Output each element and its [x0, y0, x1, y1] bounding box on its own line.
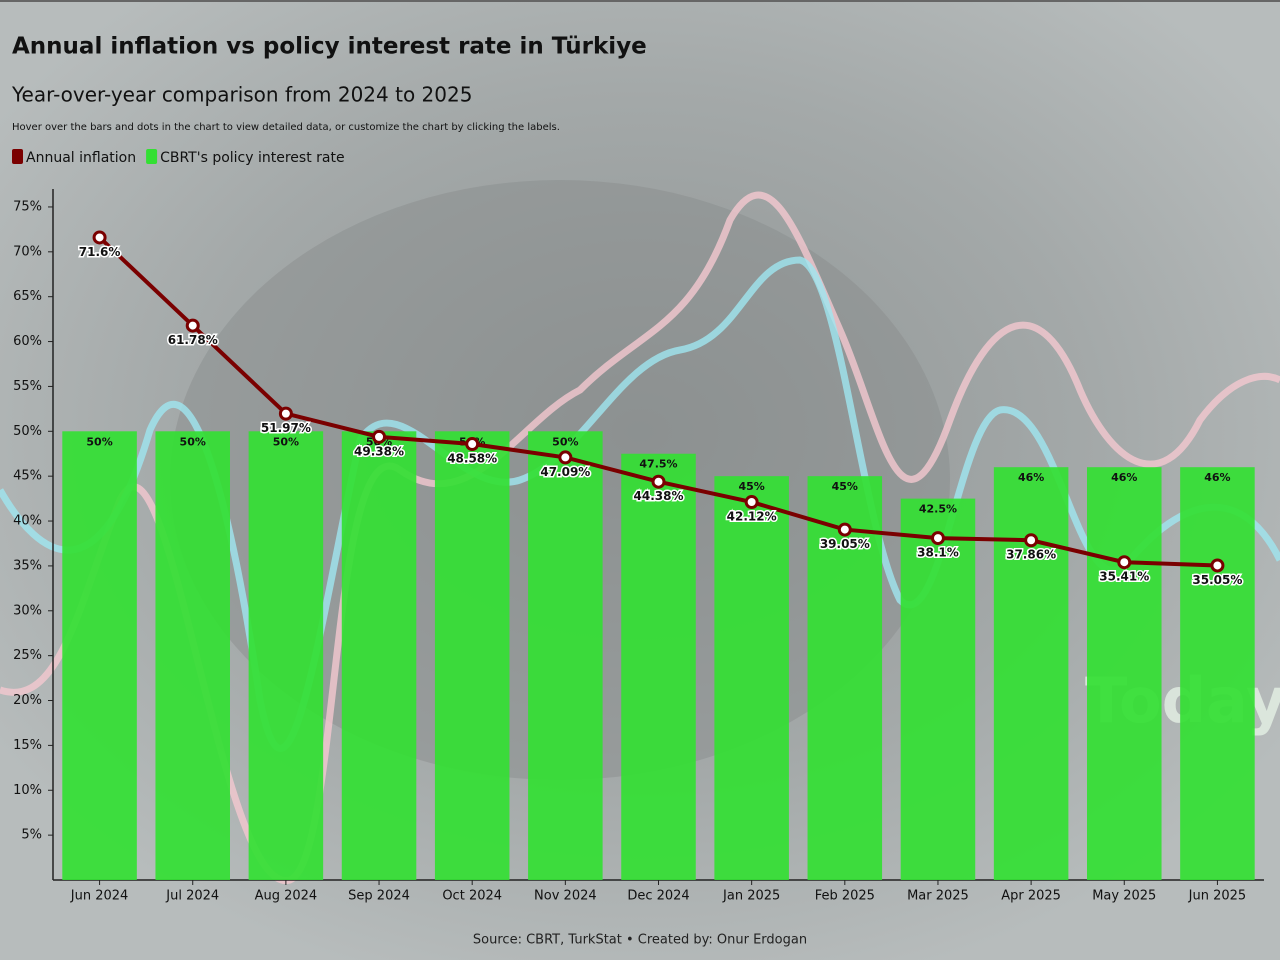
bar-value-label: 46%: [1111, 471, 1137, 484]
y-tick-label: 75%: [13, 199, 42, 214]
line-point[interactable]: [1117, 555, 1132, 570]
x-tick-label: Oct 2024: [442, 889, 502, 904]
y-tick-label: 40%: [13, 514, 42, 529]
top-border: [0, 0, 1280, 2]
y-tick-label: 30%: [13, 603, 42, 618]
x-tick-label: Feb 2025: [815, 889, 875, 904]
bar[interactable]: [155, 431, 230, 880]
bar-value-label: 50%: [273, 435, 299, 448]
bar-value-label: 45%: [738, 480, 764, 493]
bar[interactable]: [528, 431, 603, 880]
legend-swatch: [146, 149, 158, 164]
y-tick-label: 55%: [13, 379, 42, 394]
chart-note: Hover over the bars and dots in the char…: [12, 122, 560, 133]
bar[interactable]: [621, 453, 696, 880]
line-value-label: 37.86%: [1006, 548, 1056, 562]
line-point[interactable]: [744, 495, 759, 510]
x-tick-label: Dec 2024: [627, 889, 689, 904]
y-tick-label: 35%: [13, 558, 42, 573]
x-tick-label: Jun 2024: [70, 889, 129, 904]
bar-value-label: 45%: [832, 480, 858, 493]
line-point[interactable]: [1024, 533, 1039, 548]
line-value-label: 38.1%: [917, 546, 959, 560]
line-point[interactable]: [465, 437, 480, 452]
bar[interactable]: [807, 476, 883, 880]
y-tick-label: 10%: [13, 783, 42, 798]
bar[interactable]: [714, 476, 789, 880]
bar[interactable]: [341, 431, 417, 880]
line-point[interactable]: [372, 429, 387, 444]
line-value-label: 51.97%: [261, 421, 311, 435]
x-tick-label: Jul 2024: [165, 889, 219, 904]
x-tick-label: Apr 2025: [1001, 889, 1061, 904]
line-point[interactable]: [558, 450, 573, 465]
bar[interactable]: [1087, 467, 1162, 880]
line-value-label: 35.05%: [1192, 573, 1242, 587]
line-value-label: 71.6%: [79, 245, 121, 259]
line-value-label: 47.09%: [540, 465, 590, 479]
legend-swatch: [12, 149, 23, 164]
y-tick-label: 50%: [13, 424, 42, 439]
legend: Annual inflation CBRT's policy interest r…: [12, 149, 345, 166]
line-value-label: 49.38%: [354, 444, 404, 458]
line-point[interactable]: [837, 522, 852, 537]
line-value-label: 44.38%: [634, 489, 684, 503]
bar-value-label: 46%: [1018, 471, 1044, 484]
bar[interactable]: [248, 431, 324, 880]
x-tick-label: Jan 2025: [722, 889, 780, 904]
chart-title: Annual inflation vs policy interest rate…: [12, 34, 647, 60]
line-value-label: 35.41%: [1099, 570, 1149, 584]
bar[interactable]: [62, 431, 137, 880]
x-tick-label: Nov 2024: [534, 889, 597, 904]
x-tick-label: Sep 2024: [348, 889, 410, 904]
line-point[interactable]: [278, 406, 293, 421]
line-value-label: 61.78%: [168, 333, 218, 347]
y-tick-label: 70%: [13, 244, 42, 259]
chart-source: Source: CBRT, TurkStat • Created by: Onu…: [473, 933, 807, 948]
line-point[interactable]: [1210, 558, 1225, 573]
legend-label[interactable]: Annual inflation: [26, 150, 136, 166]
x-tick-label: May 2025: [1092, 889, 1156, 904]
chart-subtitle: Year-over-year comparison from 2024 to 2…: [11, 83, 472, 107]
bar-value-label: 42.5%: [919, 503, 957, 516]
line-value-label: 48.58%: [447, 452, 497, 466]
y-tick-label: 60%: [13, 334, 42, 349]
line-value-label: 39.05%: [820, 537, 870, 551]
x-tick-label: Mar 2025: [907, 889, 969, 904]
y-tick-label: 5%: [21, 828, 42, 843]
line-point[interactable]: [930, 531, 945, 546]
bar-value-label: 50%: [552, 435, 578, 448]
x-tick-label: Jun 2025: [1188, 889, 1247, 904]
bar-value-label: 47.5%: [639, 458, 677, 471]
bar-value-label: 50%: [180, 435, 206, 448]
bar[interactable]: [993, 467, 1069, 880]
bar-value-label: 46%: [1204, 471, 1230, 484]
bar-value-label: 50%: [86, 435, 112, 448]
line-value-label: 42.12%: [727, 510, 777, 524]
y-tick-label: 15%: [13, 738, 42, 753]
y-tick-label: 20%: [13, 693, 42, 708]
y-tick-label: 65%: [13, 289, 42, 304]
bar[interactable]: [434, 431, 510, 880]
line-point[interactable]: [185, 318, 200, 333]
bar[interactable]: [1180, 467, 1255, 880]
line-point[interactable]: [92, 230, 107, 245]
line-point[interactable]: [651, 474, 666, 489]
bar[interactable]: [900, 498, 976, 880]
x-tick-label: Aug 2024: [255, 889, 318, 904]
legend-label[interactable]: CBRT's policy interest rate: [160, 150, 345, 166]
y-tick-label: 25%: [13, 648, 42, 663]
y-tick-label: 45%: [13, 469, 42, 484]
